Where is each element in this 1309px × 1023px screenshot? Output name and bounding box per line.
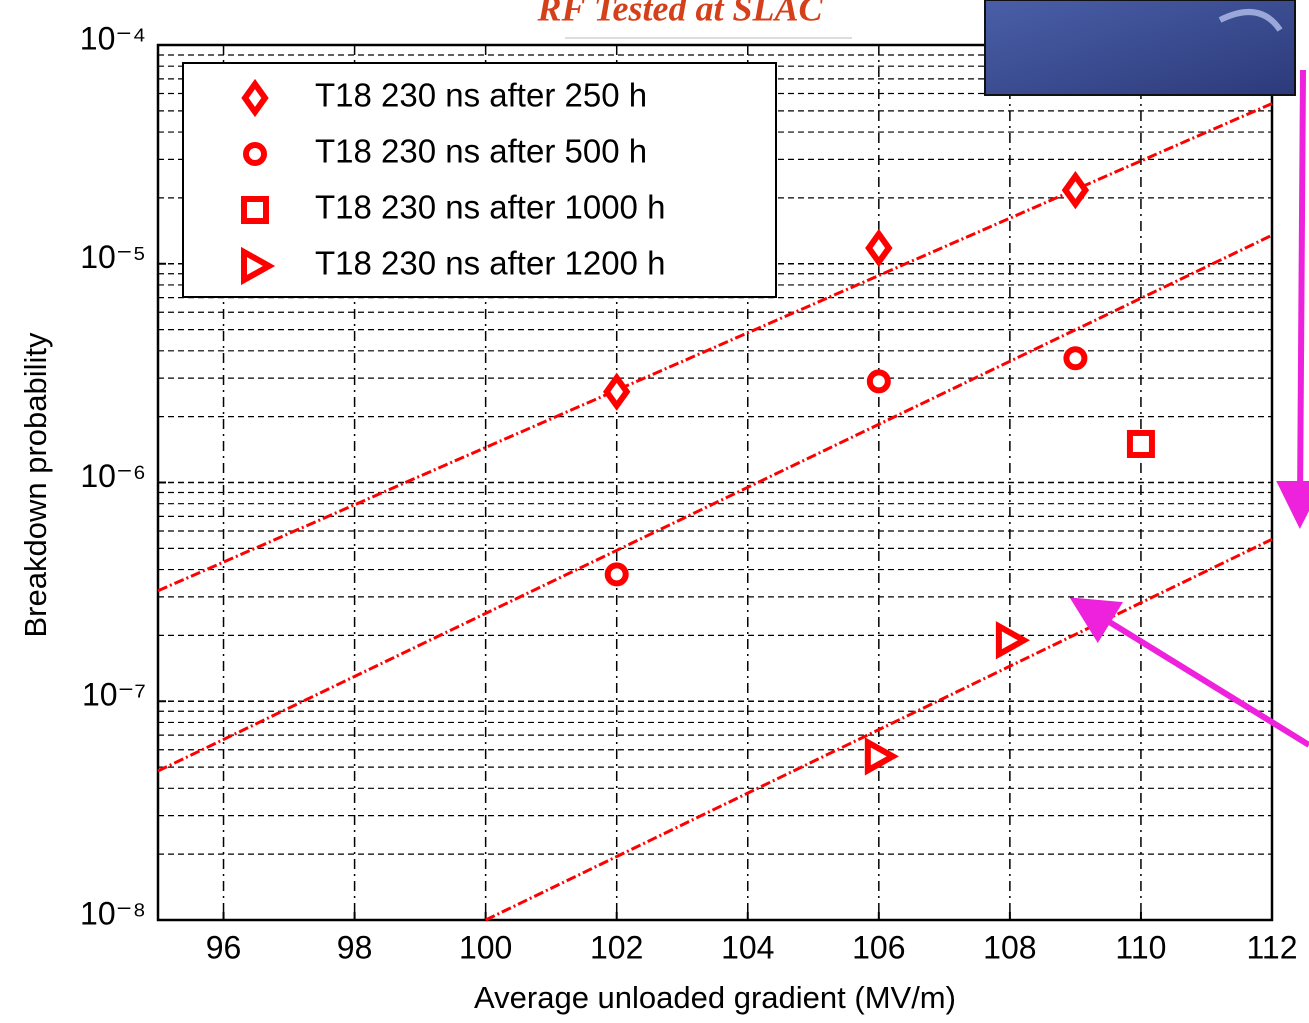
- marker: [241, 246, 276, 286]
- marker: [604, 562, 629, 587]
- fit-line: [157, 233, 1273, 773]
- x-tick-label: 106: [852, 929, 905, 965]
- axes-frame: [156, 43, 1274, 922]
- marker: [865, 228, 893, 268]
- marker: [241, 78, 269, 118]
- x-axis-label: Average unloaded gradient (MV/m): [474, 980, 956, 1015]
- legend: T18 230 ns after 250 h T18 230 ns after 5…: [182, 62, 777, 298]
- x-tick-label: 112: [1246, 929, 1297, 965]
- x-tick-label: 96: [206, 929, 242, 965]
- x-tick-label: 98: [337, 929, 373, 965]
- marker: [1126, 429, 1155, 458]
- arrow: [1069, 597, 1309, 748]
- marker: [1061, 170, 1090, 210]
- y-tick-label: 10⁻⁷: [82, 677, 146, 713]
- photo-detail: [1218, 9, 1283, 32]
- marker: [241, 196, 269, 224]
- marker: [603, 372, 631, 411]
- y-tick-label: 10⁻⁸: [80, 895, 146, 931]
- y-axis-label: Breakdown probability: [18, 332, 53, 638]
- legend-label: T18 230 ns after 1200 h: [315, 245, 665, 282]
- marker: [995, 621, 1031, 660]
- chart-title: RF Tested at SLAC: [536, 0, 823, 28]
- y-tick-label: 10⁻⁴: [80, 20, 146, 56]
- x-tick-label: 104: [721, 929, 774, 965]
- legend-box: [182, 62, 777, 298]
- x-tick-label: 102: [590, 929, 643, 965]
- x-tick-label: 110: [1115, 929, 1166, 965]
- marker: [866, 369, 891, 394]
- arrow: [1276, 69, 1309, 529]
- marker: [864, 737, 899, 776]
- y-tick-label: 10⁻⁵: [80, 239, 146, 275]
- legend-label: T18 230 ns after 1000 h: [315, 189, 665, 226]
- x-tick-label: 100: [459, 929, 512, 965]
- legend-label: T18 230 ns after 250 h: [315, 77, 647, 114]
- fit-line: [484, 537, 1273, 922]
- y-tick-label: 10⁻⁶: [80, 458, 146, 494]
- legend-label: T18 230 ns after 500 h: [315, 133, 647, 170]
- decorations: [984, 0, 1309, 748]
- photo: [984, 0, 1296, 96]
- marker: [243, 142, 267, 166]
- x-tick-label: 108: [983, 929, 1036, 965]
- marker: [1063, 346, 1088, 371]
- fit-line: [157, 102, 1273, 593]
